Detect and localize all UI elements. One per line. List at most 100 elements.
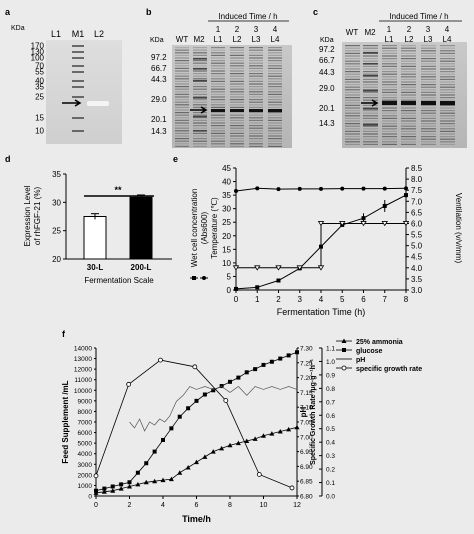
lane-number: 3 [254, 25, 259, 34]
gel-band [268, 101, 282, 103]
y-tick-label: 14000 [74, 346, 92, 353]
gel-band [382, 47, 397, 49]
data-point [227, 442, 233, 448]
panel-c: c Induced Time / h KDa WT M2 1L1 2L2 3L3 4L… [313, 7, 467, 148]
gel-band [175, 47, 189, 49]
gel-band [345, 68, 360, 70]
x-tick-label: 3 [298, 295, 303, 304]
data-point [297, 186, 302, 191]
gel-band [440, 99, 455, 101]
gel-band [230, 119, 244, 121]
gel-band [211, 75, 225, 77]
gel-band [268, 49, 282, 51]
gel-band [268, 80, 282, 82]
data-point [317, 221, 325, 227]
gel-band [421, 115, 436, 117]
gel-band [230, 99, 244, 101]
gel-band [193, 47, 207, 49]
gel-band [211, 99, 225, 101]
gel-band [363, 115, 378, 117]
gel-band [440, 133, 455, 135]
gel-band [421, 71, 436, 73]
gel-band [230, 65, 244, 67]
gel-band [401, 138, 416, 140]
data-point [127, 480, 132, 485]
gel-band [249, 78, 263, 80]
data-point [255, 186, 260, 191]
data-point [244, 370, 249, 375]
gel-band [175, 145, 189, 147]
marker-label: 70 [35, 62, 44, 71]
gel-band [363, 50, 378, 52]
gel-band [193, 114, 207, 116]
gel-band [440, 52, 455, 54]
lane-number: 4 [273, 25, 278, 34]
y-tick-label: 7.15 [300, 390, 313, 397]
gel-band [401, 143, 416, 145]
gel-band [345, 60, 360, 62]
gel-band [268, 91, 282, 93]
gel-band [401, 117, 416, 119]
gel-band [175, 65, 189, 67]
gel-band [249, 88, 263, 90]
y-tick-label: 40 [222, 178, 231, 187]
data-point [252, 436, 258, 441]
panel-e-letter: e [173, 154, 178, 164]
gel-band [345, 89, 360, 91]
gel-band [211, 101, 225, 103]
data-point [244, 438, 250, 444]
gel-band [421, 78, 436, 80]
gel-band [363, 86, 378, 88]
gel-band [193, 86, 207, 88]
legend-circle [202, 276, 206, 280]
gel-band [268, 62, 282, 64]
gel-band [193, 91, 207, 93]
data-point [126, 381, 132, 387]
x-tick-label: 2 [276, 295, 281, 304]
gel-band [401, 58, 416, 60]
gel-band [440, 115, 455, 117]
gel-band [230, 86, 244, 88]
gel-band [175, 70, 189, 72]
x-tick-label: 1 [255, 295, 260, 304]
marker-band [72, 65, 84, 67]
y-tick-label: 12000 [74, 367, 92, 374]
gel-band [175, 67, 189, 69]
marker-band [363, 63, 378, 65]
y-tick-label: 0.3 [326, 453, 335, 460]
target-band [249, 109, 263, 112]
y-tick-label: 6.95 [300, 449, 313, 456]
gel-band [345, 112, 360, 114]
gel-band [345, 50, 360, 52]
gel-band [175, 57, 189, 59]
gel-band [193, 135, 207, 137]
y-tick-label: 25 [52, 227, 61, 236]
gel-band [382, 58, 397, 60]
gel-band [211, 83, 225, 85]
lane-label: L4 [443, 35, 452, 44]
gel-band [401, 91, 416, 93]
gel-band [345, 130, 360, 132]
gel-band [421, 138, 436, 140]
gel-band [211, 104, 225, 106]
gel-band [230, 130, 244, 132]
y-axis-label-left: Temperature (℃) [210, 197, 219, 259]
gel-band [268, 125, 282, 127]
data-point [186, 406, 191, 411]
gel-band [230, 78, 244, 80]
gel-band [249, 96, 263, 98]
y-tick-label: 45 [222, 164, 231, 173]
data-point [94, 488, 98, 493]
gel-band [363, 143, 378, 145]
gel-band [211, 52, 225, 54]
gel-band [345, 47, 360, 49]
y-tick-label: 0.2 [326, 467, 335, 474]
gel-band [421, 47, 436, 49]
series-line [95, 359, 293, 489]
gel-band [211, 47, 225, 49]
gel-band [382, 133, 397, 135]
gel-band [175, 62, 189, 64]
gel-band [249, 83, 263, 85]
gel-band [230, 57, 244, 59]
